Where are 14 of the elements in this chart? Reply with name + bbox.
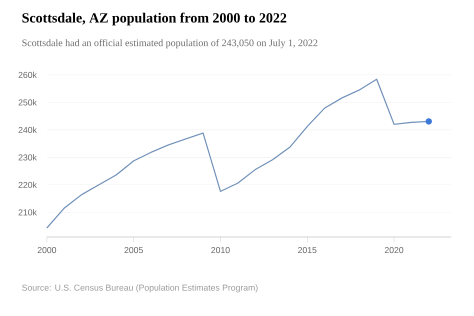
x-tick-label: 2020	[384, 247, 404, 254]
x-tick-label: 2000	[38, 247, 56, 254]
y-tick-label: 260k	[18, 72, 37, 78]
y-tick-label: 240k	[18, 126, 37, 133]
y-tick-label: 210k	[18, 209, 37, 216]
y-tick-label: 250k	[18, 99, 37, 106]
chart-subtitle: Scottsdale had an official estimated population of 243,050 on July 1, 2022	[22, 39, 318, 48]
x-tick-label: 2005	[124, 247, 143, 254]
y-tick-label: 230k	[18, 154, 37, 160]
x-tick-label: 2015	[298, 247, 316, 254]
source-note: Source: U.S. Census Bureau (Population Estimates Program)	[22, 284, 258, 292]
chart-title: Scottsdale, AZ population from 2000 to 2022	[22, 12, 286, 26]
x-tick-label: 2010	[211, 247, 230, 254]
y-tick-label: 220k	[18, 182, 37, 188]
